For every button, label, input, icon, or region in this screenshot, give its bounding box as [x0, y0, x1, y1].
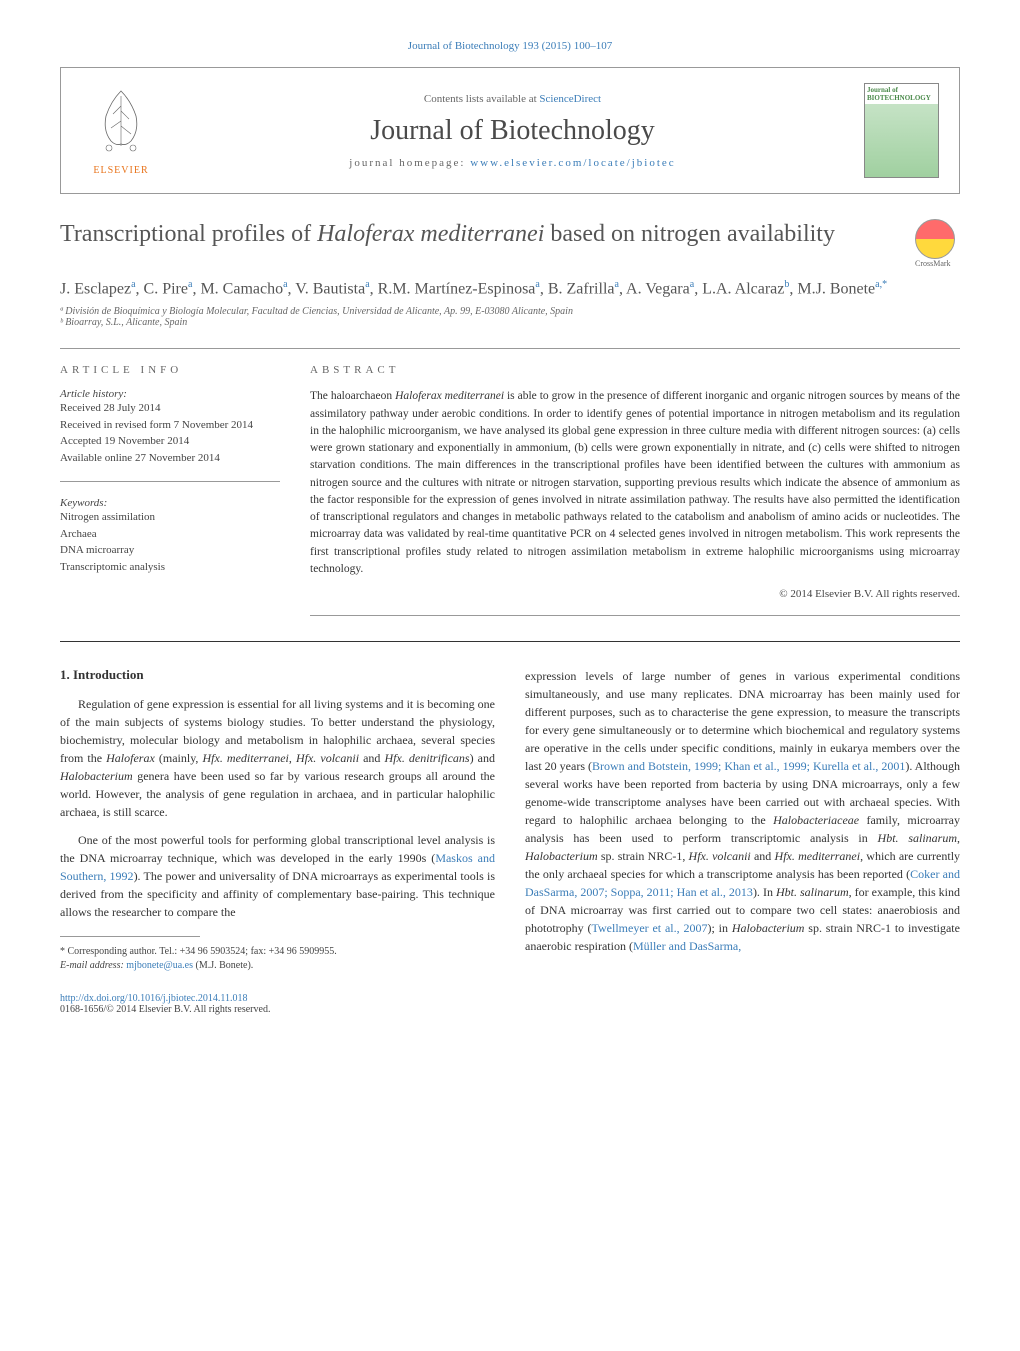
keyword-1: Nitrogen assimilation [60, 509, 280, 526]
keywords-label: Keywords: [60, 497, 280, 509]
cover-label: Journal of BIOTECHNOLOGY [865, 84, 938, 104]
received-date: Received 28 July 2014 [60, 400, 280, 417]
intro-p1: Regulation of gene expression is essenti… [60, 695, 495, 821]
homepage-line: journal homepage: www.elsevier.com/locat… [161, 157, 864, 169]
keyword-2: Archaea [60, 526, 280, 543]
journal-cover[interactable]: Journal of BIOTECHNOLOGY [864, 83, 939, 178]
doi-info: http://dx.doi.org/10.1016/j.jbiotec.2014… [60, 993, 960, 1015]
affiliations: ª División de Bioquímica y Biología Mole… [60, 306, 960, 328]
homepage-url[interactable]: www.elsevier.com/locate/jbiotec [470, 157, 675, 169]
email-line: E-mail address: mjbonete@ua.es (M.J. Bon… [60, 959, 495, 973]
corresponding-author: * Corresponding author. Tel.: +34 96 590… [60, 945, 495, 959]
intro-col2: expression levels of large number of gen… [525, 667, 960, 955]
online-date: Available online 27 November 2014 [60, 450, 280, 467]
history-label: Article history: [60, 388, 280, 400]
abstract-text: The haloarchaeon Haloferax mediterranei … [310, 388, 960, 578]
crossmark-icon [915, 219, 955, 259]
article-info-header: ARTICLE INFO [60, 364, 280, 376]
abstract-header: ABSTRACT [310, 364, 960, 376]
authors: J. Esclapeza, C. Pirea, M. Camachoa, V. … [60, 279, 960, 298]
crossmark-badge[interactable]: CrossMark [915, 219, 960, 264]
keyword-4: Transcriptomic analysis [60, 559, 280, 576]
affiliation-b: ᵇ Bioarray, S.L., Alicante, Spain [60, 317, 960, 328]
copyright: © 2014 Elsevier B.V. All rights reserved… [310, 588, 960, 600]
intro-p2: One of the most powerful tools for perfo… [60, 831, 495, 921]
elsevier-logo[interactable]: ELSEVIER [81, 86, 161, 176]
elsevier-label: ELSEVIER [81, 165, 161, 176]
sciencedirect-link[interactable]: ScienceDirect [539, 93, 601, 105]
journal-name: Journal of Biotechnology [161, 115, 864, 147]
revised-date: Received in revised form 7 November 2014 [60, 417, 280, 434]
intro-title: 1. Introduction [60, 667, 495, 683]
doi-link[interactable]: http://dx.doi.org/10.1016/j.jbiotec.2014… [60, 993, 248, 1004]
intro-col1: Regulation of gene expression is essenti… [60, 695, 495, 921]
accepted-date: Accepted 19 November 2014 [60, 433, 280, 450]
issn-copyright: 0168-1656/© 2014 Elsevier B.V. All right… [60, 1004, 960, 1015]
affiliation-a: ª División de Bioquímica y Biología Mole… [60, 306, 960, 317]
sciencedirect-line: Contents lists available at ScienceDirec… [161, 93, 864, 105]
journal-header: ELSEVIER Contents lists available at Sci… [60, 67, 960, 194]
email-link[interactable]: mjbonete@ua.es [126, 960, 193, 971]
keyword-3: DNA microarray [60, 542, 280, 559]
intro-p3: expression levels of large number of gen… [525, 667, 960, 955]
crossmark-label: CrossMark [915, 259, 960, 268]
elsevier-tree-icon [91, 86, 151, 156]
journal-citation[interactable]: Journal of Biotechnology 193 (2015) 100–… [60, 40, 960, 52]
article-title: Transcriptional profiles of Haloferax me… [60, 219, 900, 250]
